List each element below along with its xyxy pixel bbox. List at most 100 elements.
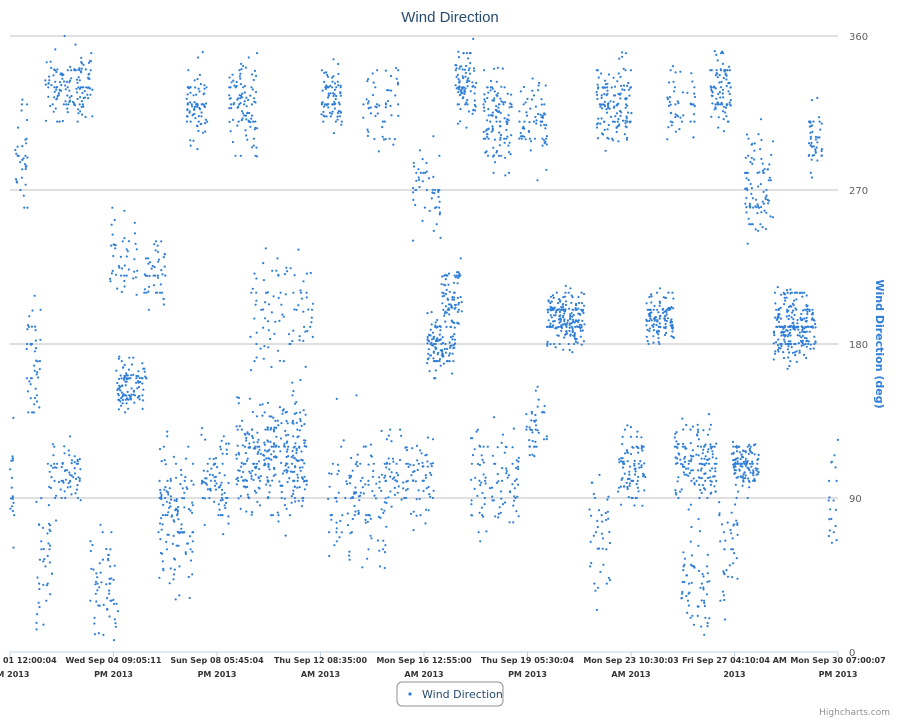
data-point (534, 440, 537, 443)
data-point (572, 314, 575, 317)
data-point (784, 299, 787, 302)
data-point (354, 486, 357, 489)
data-point (114, 247, 117, 250)
data-point (722, 570, 725, 573)
data-point (644, 475, 647, 479)
data-point (106, 597, 109, 600)
data-point (185, 120, 188, 123)
data-point (163, 459, 166, 462)
legend-item-wind-direction[interactable]: Wind Direction (422, 688, 503, 701)
data-point (509, 491, 512, 494)
data-point (455, 274, 459, 277)
data-point (53, 96, 56, 99)
data-point (174, 462, 178, 465)
data-point (238, 75, 241, 78)
data-point (263, 411, 266, 414)
data-point (412, 464, 415, 467)
data-point (137, 370, 140, 373)
data-point (60, 83, 63, 87)
data-point (208, 496, 211, 500)
data-point (620, 84, 623, 87)
data-point (282, 360, 285, 363)
data-point (267, 303, 271, 306)
data-point (601, 107, 604, 110)
data-point (732, 445, 735, 448)
data-point (296, 428, 299, 431)
data-point (446, 297, 449, 300)
data-point (211, 474, 214, 477)
data-point (451, 296, 454, 299)
data-point (184, 552, 187, 556)
data-point (99, 571, 102, 574)
data-point (278, 319, 281, 322)
data-point (283, 445, 286, 448)
data-point (606, 86, 609, 89)
data-point (174, 509, 177, 512)
data-point (263, 317, 267, 320)
data-point (380, 473, 383, 476)
data-point (686, 599, 690, 602)
data-point (718, 91, 722, 94)
data-point (275, 426, 278, 429)
data-point (764, 227, 768, 231)
data-point (484, 479, 487, 482)
data-point (473, 448, 476, 451)
data-point (161, 560, 164, 563)
data-point (633, 464, 636, 467)
data-point (296, 476, 300, 479)
data-point (534, 428, 537, 431)
data-point (725, 78, 728, 81)
data-point (229, 86, 232, 89)
data-point (121, 395, 124, 398)
data-point (645, 324, 648, 327)
data-point (683, 473, 686, 476)
data-point (116, 610, 120, 613)
data-point (471, 454, 475, 457)
data-point (388, 468, 391, 471)
data-point (529, 140, 533, 143)
legend[interactable]: Wind Direction (396, 681, 504, 707)
data-point (626, 487, 629, 491)
data-point (404, 489, 408, 492)
data-point (501, 503, 505, 506)
data-point (820, 149, 823, 153)
data-point (191, 511, 194, 514)
data-point (699, 586, 702, 589)
data-point (772, 358, 775, 361)
data-point (252, 447, 255, 450)
data-point (376, 112, 379, 115)
data-point (623, 428, 627, 431)
data-point (479, 540, 482, 543)
data-point (77, 86, 80, 89)
data-point (572, 318, 575, 321)
data-point (184, 457, 188, 460)
data-point (229, 97, 232, 100)
data-point (491, 454, 494, 457)
data-point (245, 436, 248, 440)
data-point (289, 267, 292, 270)
data-point (563, 319, 566, 323)
data-point (358, 499, 361, 502)
data-point (297, 435, 300, 438)
data-point (602, 133, 605, 136)
data-point (111, 269, 114, 272)
data-point (266, 428, 269, 431)
data-point (191, 462, 195, 465)
data-point (39, 308, 42, 311)
data-point (457, 50, 460, 53)
data-point (749, 160, 752, 164)
data-point (409, 512, 413, 516)
data-point (741, 465, 744, 468)
data-point (127, 368, 130, 371)
data-point (298, 466, 302, 469)
credits-link[interactable]: Highcharts.com (819, 708, 890, 718)
data-point (543, 112, 546, 115)
data-point (438, 333, 441, 336)
data-point (108, 592, 111, 595)
data-point (250, 117, 253, 120)
data-point (206, 120, 209, 123)
data-point (768, 163, 771, 166)
data-point (529, 107, 532, 110)
data-point (166, 514, 169, 517)
data-point (676, 100, 679, 103)
